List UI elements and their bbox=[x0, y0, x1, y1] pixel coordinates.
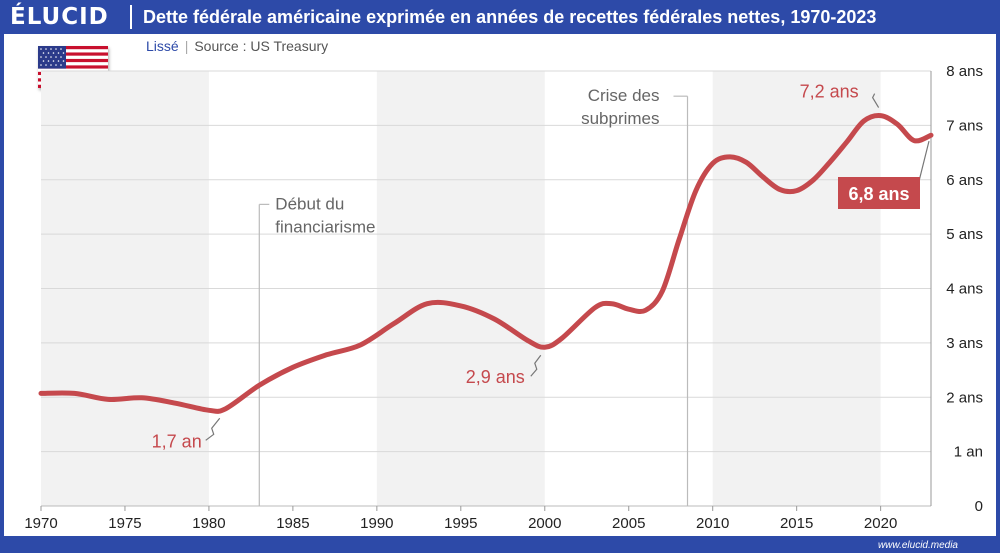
y-tick-label: 1 an bbox=[954, 444, 983, 461]
event-markers: Début du financiarisme Crise des subprimes bbox=[258, 86, 689, 506]
x-tick-label: 2015 bbox=[780, 515, 813, 532]
elucid-logo[interactable]: ÉLUCID bbox=[10, 4, 109, 30]
footer-url[interactable]: www.elucid.media bbox=[877, 540, 958, 551]
annotation-box bbox=[838, 177, 920, 209]
chart-subtitle: Lissé | Source : US Treasury bbox=[146, 38, 328, 54]
y-tick-label: 2 ans bbox=[946, 389, 983, 406]
y-tick-label: 0 bbox=[975, 498, 983, 515]
smoothing-label: Lissé bbox=[146, 38, 179, 54]
series-line bbox=[38, 112, 934, 414]
x-tick-label: 1985 bbox=[276, 515, 309, 532]
value-annotations: 1,7 an 2,9 ans 7,2 ans 6,8 ans bbox=[152, 82, 930, 451]
event-label: subprimes bbox=[581, 109, 659, 128]
grid-lines bbox=[41, 70, 931, 507]
y-tick-label: 7 ans bbox=[946, 117, 983, 134]
x-tick-label: 2020 bbox=[864, 515, 897, 532]
annotation-connector bbox=[871, 93, 880, 108]
annotation-connector bbox=[530, 354, 542, 377]
x-tick-label: 1995 bbox=[444, 515, 477, 532]
x-tick-label: 1970 bbox=[24, 515, 57, 532]
event-label: Début du bbox=[275, 194, 344, 213]
chart-title: Dette fédérale américaine exprimée en an… bbox=[143, 7, 877, 27]
x-tick-label: 1975 bbox=[108, 515, 141, 532]
source-label: Source : US Treasury bbox=[194, 38, 329, 54]
annotation-label: 2,9 ans bbox=[466, 367, 525, 387]
x-tick-label: 2010 bbox=[696, 515, 729, 532]
y-tick-label: 5 ans bbox=[946, 226, 983, 243]
header-divider bbox=[130, 5, 132, 29]
header-bar: ÉLUCID Dette fédérale américaine exprimé… bbox=[0, 0, 1000, 34]
annotation-label: 7,2 ans bbox=[800, 82, 859, 102]
y-tick-label: 3 ans bbox=[946, 335, 983, 352]
axes: 0 1 an 2 ans 3 ans 4 ans 5 ans 6 ans 7 ans 8 ans… bbox=[24, 63, 983, 532]
y-tick-label: 6 ans bbox=[946, 172, 983, 189]
annotation-label: 6,8 ans bbox=[848, 184, 909, 204]
x-tick-label: 2000 bbox=[528, 515, 561, 532]
x-tick-label: 1990 bbox=[360, 515, 393, 532]
x-tick-label: 2005 bbox=[612, 515, 645, 532]
series-layer bbox=[38, 112, 934, 414]
annotation-label: 1,7 an bbox=[152, 431, 202, 451]
event-label: Crise des bbox=[588, 86, 660, 105]
y-tick-label: 8 ans bbox=[946, 63, 983, 80]
y-tick-label: 4 ans bbox=[946, 281, 983, 298]
x-tick-label: 1980 bbox=[192, 515, 225, 532]
annotation-connector bbox=[205, 417, 221, 441]
subtitle-separator: | bbox=[184, 38, 189, 54]
event-label: financiarisme bbox=[275, 217, 375, 236]
